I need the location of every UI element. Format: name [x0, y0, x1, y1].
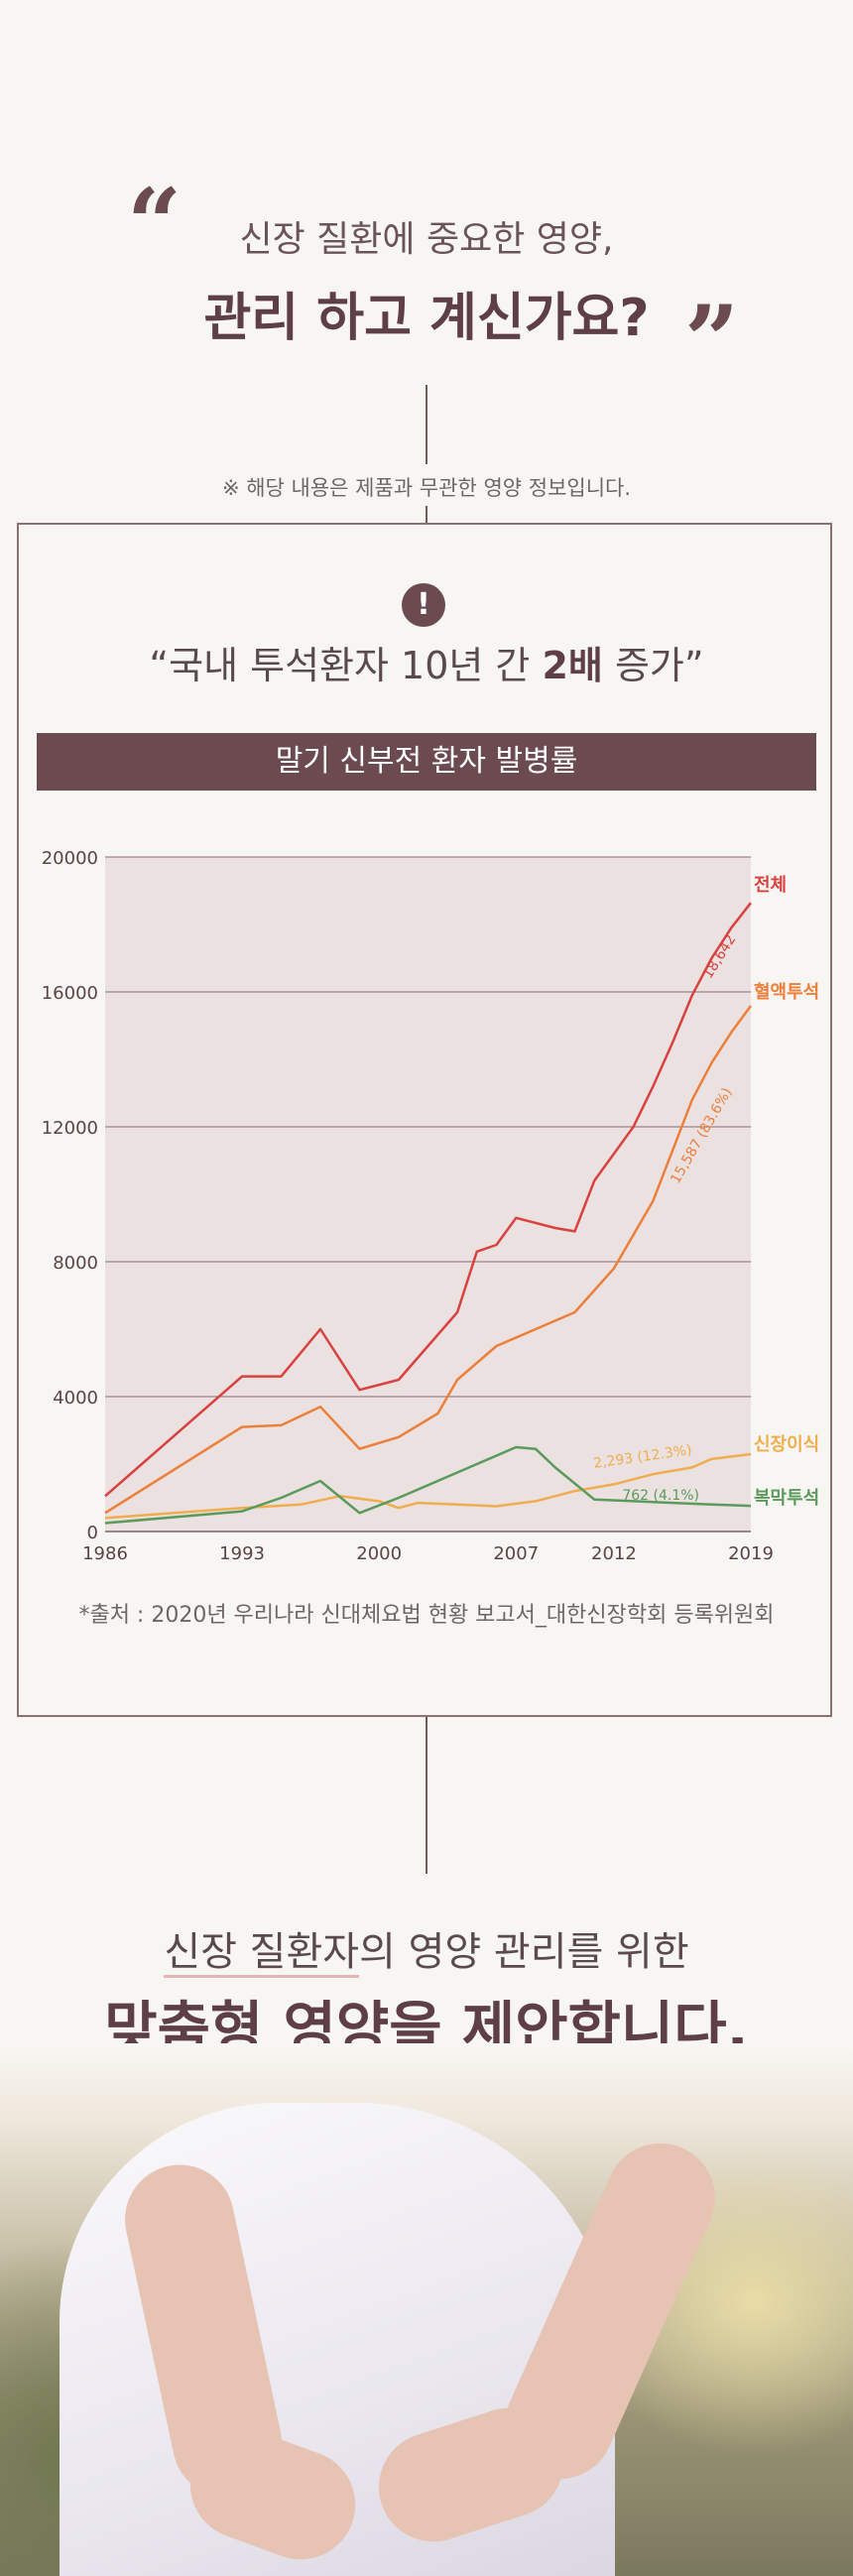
y-tick-label: 16000 — [42, 983, 98, 1004]
series-name-label: 전체 — [754, 875, 787, 896]
x-tick-label: 2000 — [356, 1543, 402, 1564]
line-chart: 0 4000 8000 12000 16000 20000 1986 1993 2000 200… — [42, 848, 820, 1564]
series-line — [104, 902, 752, 1498]
closing-underlined: 신장 질환자 — [164, 1929, 360, 1978]
series-name-label: 신장이식 — [754, 1434, 819, 1455]
y-tick-label: 8000 — [53, 1253, 98, 1274]
connector-line-top — [426, 385, 427, 464]
y-tick-label: 4000 — [53, 1388, 98, 1409]
exclamation-icon: ! — [402, 583, 445, 627]
x-tick-label: 1993 — [219, 1543, 265, 1564]
closing-rest: 의 영양 관리를 위한 — [359, 1929, 689, 1975]
disclaimer-note: ※ 해당 내용은 제품과 무관한 영양 정보입니다. — [221, 476, 632, 500]
series-name-label: 혈액투석 — [754, 981, 819, 1003]
x-tick-label: 2007 — [493, 1543, 539, 1564]
headline-line1: 신장 질환에 중요한 영양, — [239, 219, 614, 260]
x-tick-label: 2012 — [591, 1543, 637, 1564]
series-line — [104, 1005, 753, 1515]
series-line — [104, 1452, 752, 1520]
y-tick-label: 12000 — [42, 1118, 98, 1139]
connector-line-bottom — [426, 1717, 427, 1874]
source-citation: *출처 : 2020년 우리나라 신대체요법 현황 보고서_대한신장학회 등록위… — [78, 1603, 775, 1628]
series-end-value-label: 762 (4.1%) — [622, 1488, 699, 1504]
plot-area — [105, 857, 751, 1532]
x-tick-label: 1986 — [82, 1543, 128, 1564]
headline-line2: 관리 하고 계신가요? — [203, 289, 650, 348]
chart-title-banner: 말기 신부전 환자 발병률 — [37, 733, 816, 791]
subtitle-bold: 2배 — [542, 644, 603, 687]
connector-line-mid — [426, 506, 427, 524]
x-tick-label: 2019 — [728, 1543, 774, 1564]
closing-line1: 신장 질환자의 영양 관리를 위한 — [0, 1919, 853, 1978]
close-quote-mark: ” — [684, 285, 740, 397]
open-quote-mark: “ — [127, 168, 183, 280]
subtitle-pre: “국내 투석환자 10년 간 — [149, 644, 543, 687]
y-tick-label: 20000 — [42, 848, 98, 869]
subtitle-post: 증가” — [602, 644, 704, 687]
chart-subtitle: “국내 투석환자 10년 간 2배 증가” — [0, 635, 853, 689]
y-tick-label: 0 — [87, 1523, 98, 1543]
back-pain-photo — [0, 2043, 853, 2576]
series-line — [104, 1445, 752, 1525]
series-name-label: 복막투석 — [754, 1488, 819, 1509]
